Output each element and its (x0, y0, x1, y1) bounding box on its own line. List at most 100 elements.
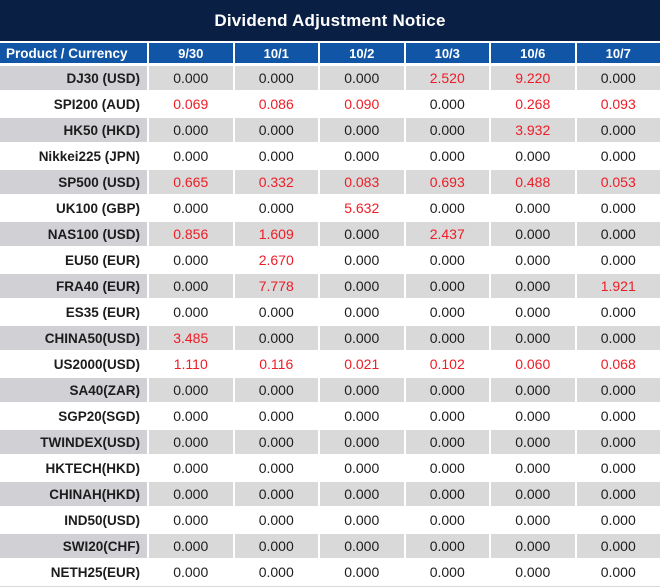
table-row: US2000(USD) 1.110 0.116 0.021 0.102 0.060 0.06… (0, 352, 660, 376)
value-cell: 0.000 (491, 378, 575, 402)
value-cell: 0.665 (149, 170, 233, 194)
value-cell: 0.000 (320, 560, 404, 584)
table-row: IND50(USD) 0.000 0.000 0.000 0.000 0.000 0.000 (0, 508, 660, 532)
value-cell: 0.000 (491, 404, 575, 428)
product-cell: Nikkei225 (JPN) (0, 144, 147, 168)
value-cell: 0.068 (576, 352, 660, 376)
table-row: UK100 (GBP) 0.000 0.000 5.632 0.000 0.000 0.00… (0, 196, 660, 220)
table-row: SA40(ZAR) 0.000 0.000 0.000 0.000 0.000 0.000 (0, 378, 660, 402)
value-cell: 0.000 (320, 508, 404, 532)
product-cell: SGP20(SGD) (0, 404, 147, 428)
value-cell: 0.000 (491, 430, 575, 454)
value-cell: 0.000 (405, 482, 489, 506)
value-cell: 0.000 (405, 326, 489, 350)
header-row: Product / Currency 9/30 10/1 10/2 10/3 10/6 1… (0, 43, 660, 63)
value-cell: 0.000 (149, 66, 233, 90)
value-cell: 0.000 (405, 196, 489, 220)
value-cell: 0.000 (405, 404, 489, 428)
product-cell: FRA40 (EUR) (0, 274, 147, 298)
product-cell: IND50(USD) (0, 508, 147, 532)
value-cell: 0.000 (491, 144, 575, 168)
product-cell: SP500 (USD) (0, 170, 147, 194)
product-cell: NETH25(EUR) (0, 560, 147, 584)
value-cell: 0.000 (576, 144, 660, 168)
value-cell: 0.000 (320, 248, 404, 272)
value-cell: 0.000 (320, 222, 404, 246)
product-cell: NAS100 (USD) (0, 222, 147, 246)
page-title: Dividend Adjustment Notice (0, 0, 660, 41)
table-row: SPI200 (AUD) 0.069 0.086 0.090 0.000 0.268 0.0… (0, 92, 660, 116)
value-cell: 0.000 (234, 378, 318, 402)
value-cell: 0.053 (576, 170, 660, 194)
value-cell: 0.000 (576, 508, 660, 532)
value-cell: 0.000 (576, 430, 660, 454)
value-cell: 0.000 (149, 378, 233, 402)
value-cell: 0.000 (405, 430, 489, 454)
value-cell: 0.000 (234, 300, 318, 324)
value-cell: 0.000 (320, 482, 404, 506)
table-row: HKTECH(HKD) 0.000 0.000 0.000 0.000 0.000 0.00… (0, 456, 660, 480)
value-cell: 0.000 (491, 508, 575, 532)
value-cell: 0.000 (491, 300, 575, 324)
value-cell: 0.000 (405, 274, 489, 298)
value-cell: 0.000 (149, 404, 233, 428)
value-cell: 0.000 (491, 274, 575, 298)
value-cell: 0.000 (576, 482, 660, 506)
date-header: 10/3 (405, 43, 489, 63)
table-row: HK50 (HKD) 0.000 0.000 0.000 0.000 3.932 0.000 (0, 118, 660, 142)
value-cell: 0.000 (234, 560, 318, 584)
value-cell: 0.000 (149, 118, 233, 142)
product-cell: UK100 (GBP) (0, 196, 147, 220)
table-row: SP500 (USD) 0.665 0.332 0.083 0.693 0.488 0.05… (0, 170, 660, 194)
product-cell: SPI200 (AUD) (0, 92, 147, 116)
value-cell: 0.093 (576, 92, 660, 116)
value-cell: 0.000 (149, 430, 233, 454)
table-row: ES35 (EUR) 0.000 0.000 0.000 0.000 0.000 0.000 (0, 300, 660, 324)
table-row: EU50 (EUR) 0.000 2.670 0.000 0.000 0.000 0.000 (0, 248, 660, 272)
value-cell: 0.000 (234, 118, 318, 142)
product-cell: CHINAH(HKD) (0, 482, 147, 506)
value-cell: 0.332 (234, 170, 318, 194)
value-cell: 0.000 (234, 456, 318, 480)
product-cell: SA40(ZAR) (0, 378, 147, 402)
value-cell: 0.000 (576, 378, 660, 402)
value-cell: 0.000 (405, 534, 489, 558)
table-body: DJ30 (USD) 0.000 0.000 0.000 2.520 9.220 0.000… (0, 66, 660, 584)
value-cell: 0.000 (149, 300, 233, 324)
value-cell: 0.000 (405, 456, 489, 480)
table-row: SWI20(CHF) 0.000 0.000 0.000 0.000 0.000 0.000 (0, 534, 660, 558)
value-cell: 0.000 (576, 404, 660, 428)
value-cell: 0.000 (576, 326, 660, 350)
value-cell: 0.000 (405, 144, 489, 168)
value-cell: 0.069 (149, 92, 233, 116)
value-cell: 0.000 (149, 534, 233, 558)
product-cell: CHINA50(USD) (0, 326, 147, 350)
value-cell: 0.083 (320, 170, 404, 194)
product-cell: US2000(USD) (0, 352, 147, 376)
value-cell: 0.000 (576, 118, 660, 142)
value-cell: 0.000 (234, 508, 318, 532)
value-cell: 2.437 (405, 222, 489, 246)
value-cell: 0.000 (234, 430, 318, 454)
value-cell: 0.000 (491, 196, 575, 220)
product-cell: EU50 (EUR) (0, 248, 147, 272)
value-cell: 0.000 (320, 300, 404, 324)
value-cell: 0.000 (234, 66, 318, 90)
value-cell: 0.000 (320, 326, 404, 350)
value-cell: 0.000 (149, 248, 233, 272)
product-cell: HK50 (HKD) (0, 118, 147, 142)
value-cell: 0.488 (491, 170, 575, 194)
value-cell: 0.102 (405, 352, 489, 376)
date-header: 9/30 (149, 43, 233, 63)
value-cell: 0.000 (234, 404, 318, 428)
product-cell: ES35 (EUR) (0, 300, 147, 324)
value-cell: 0.000 (320, 144, 404, 168)
value-cell: 0.856 (149, 222, 233, 246)
product-cell: HKTECH(HKD) (0, 456, 147, 480)
date-header: 10/6 (491, 43, 575, 63)
value-cell: 0.000 (320, 430, 404, 454)
value-cell: 0.000 (576, 534, 660, 558)
product-cell: SWI20(CHF) (0, 534, 147, 558)
value-cell: 0.000 (234, 144, 318, 168)
